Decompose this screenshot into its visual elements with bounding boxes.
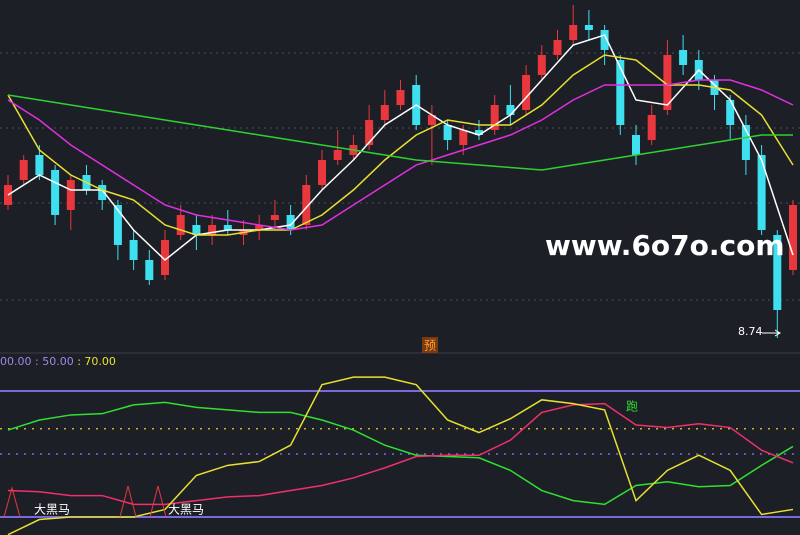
- candle-body: [663, 55, 672, 110]
- candle-body: [789, 205, 797, 270]
- badge-bg: [422, 337, 438, 353]
- candle-body: [192, 225, 201, 235]
- candle-body: [98, 185, 107, 200]
- candle-body: [176, 215, 185, 235]
- line: [7, 94, 793, 171]
- candle-body: [255, 225, 264, 230]
- header-value: : 50.00: [32, 355, 74, 368]
- candle-body: [741, 125, 750, 160]
- line: [7, 34, 794, 261]
- candle-body: [475, 130, 483, 135]
- candle-body: [380, 105, 389, 120]
- candle-body: [51, 170, 60, 215]
- line: [7, 79, 794, 231]
- indicator-panel: [0, 376, 800, 535]
- candle-body: [223, 225, 232, 230]
- candle-body: [208, 225, 217, 235]
- header-value: : 70.00: [74, 355, 116, 368]
- candle-body: [647, 115, 656, 140]
- candle-body: [522, 75, 531, 110]
- candle-body: [427, 115, 436, 125]
- indicator-header: 00.00 : 50.00 : 70.00: [0, 355, 116, 368]
- candle-body: [333, 150, 342, 160]
- candle-body: [600, 30, 609, 50]
- candle-body: [490, 105, 499, 130]
- main-grid: [0, 52, 800, 301]
- candle-body: [113, 205, 122, 245]
- candle-body: [129, 240, 138, 260]
- candle-body: [757, 155, 766, 230]
- candle-body: [19, 160, 28, 180]
- candle-body: [632, 135, 640, 155]
- candle-body: [161, 240, 169, 275]
- line: [7, 376, 794, 535]
- candle-body: [286, 215, 295, 230]
- candle-body: [66, 180, 75, 210]
- indicator-header: 00.00 : 50.00 : 70.00: [0, 355, 116, 368]
- candle-body: [616, 60, 625, 125]
- candle-body: [270, 215, 279, 220]
- candle-body: [506, 105, 515, 115]
- low-arrow: [762, 329, 781, 337]
- tag: 大黑马: [34, 503, 70, 517]
- price-panel: [4, 5, 797, 338]
- candle-body: [459, 130, 468, 145]
- candle-body: [302, 185, 311, 225]
- signal: 跑: [626, 400, 638, 414]
- candle-body: [726, 100, 735, 125]
- signal-spikes: [3, 485, 167, 518]
- candle-body: [443, 125, 452, 140]
- candle-body: [35, 155, 44, 175]
- line: [7, 402, 794, 506]
- candle-body: [537, 55, 546, 75]
- candle-body: [365, 120, 374, 145]
- candle-body: [584, 25, 593, 30]
- candle-body: [553, 40, 562, 55]
- tag: 大黑马: [168, 503, 204, 517]
- candle-body: [396, 90, 405, 105]
- badge: 预: [424, 339, 436, 353]
- header-value: 00.00: [0, 355, 32, 368]
- watermark: www.6o7o.com: [545, 229, 785, 262]
- candle-body: [145, 260, 154, 280]
- line: [7, 54, 794, 236]
- candle-body: [318, 160, 326, 185]
- low-label: 8.74: [738, 325, 763, 338]
- candle-body: [679, 50, 688, 65]
- candle-body: [773, 235, 782, 310]
- candle-body: [569, 25, 578, 40]
- line: [7, 401, 794, 506]
